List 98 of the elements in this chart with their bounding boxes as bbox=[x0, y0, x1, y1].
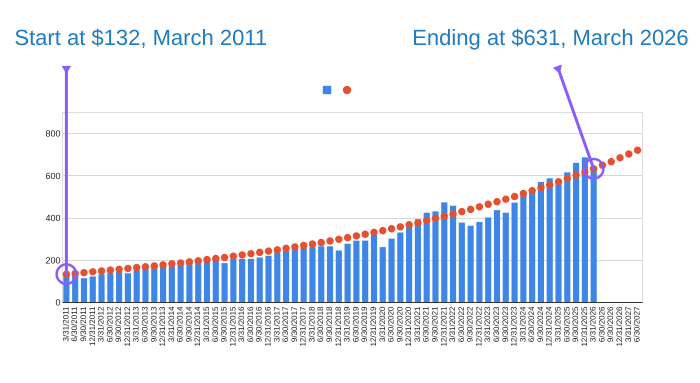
x-tick-label: 9/30/2012 bbox=[114, 306, 124, 342]
bar bbox=[502, 212, 509, 302]
annotation: Ending at $631, March 2026 bbox=[412, 25, 689, 50]
bar bbox=[546, 178, 553, 302]
x-tick-label: 9/30/2018 bbox=[325, 306, 334, 342]
x-tick-label: 3/31/2027 bbox=[624, 306, 633, 342]
x-tick-label: 6/30/2013 bbox=[140, 306, 150, 342]
x-tick-label: 12/31/2021 bbox=[439, 306, 448, 347]
y-tick-label: 400 bbox=[45, 213, 60, 224]
x-tick-label: 3/31/2013 bbox=[132, 306, 141, 342]
x-tick-label: 6/30/2015 bbox=[210, 306, 220, 342]
bar bbox=[424, 212, 430, 302]
x-tick-label: 3/31/2025 bbox=[554, 306, 563, 342]
bar bbox=[441, 202, 448, 302]
x-tick-label: 3/31/2026 bbox=[588, 306, 598, 342]
x-tick-label: 6/30/2011 bbox=[70, 306, 80, 342]
x-tick-label: 9/30/2025 bbox=[571, 306, 580, 342]
x-tick-label: 9/30/2015 bbox=[220, 306, 229, 342]
x-tick-label: 3/31/2012 bbox=[96, 306, 106, 342]
x-tick-label: 3/31/2015 bbox=[202, 306, 211, 342]
x-tick-label: 6/30/2020 bbox=[386, 306, 396, 342]
bar bbox=[450, 206, 456, 302]
x-tick-label: 12/31/2015 bbox=[228, 306, 238, 347]
x-tick-label: 12/31/2013 bbox=[158, 306, 168, 347]
x-tick-label: 12/31/2024 bbox=[544, 306, 554, 347]
x-tick-label: 3/31/2017 bbox=[272, 306, 282, 342]
x-tick-label: 6/30/2022 bbox=[456, 306, 466, 342]
x-tick-label: 6/30/2017 bbox=[281, 306, 290, 342]
x-tick-label: 12/31/2022 bbox=[474, 306, 484, 347]
x-tick-label: 12/31/2014 bbox=[193, 306, 202, 347]
bar bbox=[582, 157, 588, 302]
bar bbox=[388, 238, 395, 302]
x-tick-label: 9/30/2017 bbox=[290, 306, 299, 342]
x-tick-label: 12/31/2016 bbox=[264, 306, 273, 347]
bar bbox=[414, 219, 421, 302]
x-tick-label: 12/31/2012 bbox=[122, 306, 132, 347]
bar bbox=[222, 263, 228, 302]
x-tick-label: 12/31/2019 bbox=[368, 306, 378, 347]
bar bbox=[458, 222, 465, 302]
x-tick-label: 9/30/2021 bbox=[430, 306, 440, 342]
bar bbox=[380, 247, 386, 302]
bar bbox=[362, 240, 368, 302]
bar bbox=[564, 172, 570, 302]
x-tick-label: 6/30/2026 bbox=[597, 306, 606, 342]
y-tick-label: 200 bbox=[45, 255, 60, 266]
x-tick-label: 6/30/2018 bbox=[316, 306, 326, 342]
x-tick-label: 12/31/2023 bbox=[510, 306, 519, 347]
y-tick-label: 800 bbox=[45, 128, 60, 139]
x-tick-label: 9/30/2022 bbox=[466, 306, 475, 342]
bar bbox=[538, 182, 544, 302]
x-tick-label: 12/31/2017 bbox=[298, 306, 308, 347]
x-tick-label: 12/31/2020 bbox=[404, 306, 414, 347]
bar bbox=[432, 211, 439, 302]
x-tick-label: 3/31/2014 bbox=[166, 306, 176, 342]
bar bbox=[397, 232, 404, 302]
bar bbox=[494, 210, 500, 302]
x-tick-label: 3/31/2019 bbox=[342, 306, 352, 342]
x-tick-label: 6/30/2025 bbox=[562, 306, 572, 342]
x-tick-label: 3/31/2022 bbox=[448, 306, 458, 342]
bar bbox=[80, 278, 88, 302]
x-tick-label: 3/31/2018 bbox=[307, 306, 316, 342]
annotation: Start at $132, March 2011 bbox=[14, 25, 268, 50]
bar bbox=[344, 244, 351, 302]
x-tick-label: 3/31/2016 bbox=[237, 306, 246, 342]
bar bbox=[476, 222, 482, 302]
bar bbox=[336, 250, 342, 302]
x-tick-label: 9/30/2014 bbox=[184, 306, 194, 342]
x-tick-label: 12/31/2025 bbox=[580, 306, 589, 347]
y-tick-label: 600 bbox=[45, 170, 60, 181]
x-tick-label: 6/30/2024 bbox=[527, 306, 536, 342]
bar bbox=[468, 226, 474, 302]
x-tick-label: 6/30/2023 bbox=[492, 306, 501, 342]
x-tick-label: 9/30/2011 bbox=[78, 306, 88, 342]
bar bbox=[485, 218, 492, 302]
x-tick-label: 3/31/2020 bbox=[378, 306, 387, 342]
x-tick-label: 12/31/2018 bbox=[334, 306, 343, 347]
x-tick-label: 6/30/2019 bbox=[351, 306, 360, 342]
x-tick-label: 3/31/2011 bbox=[61, 306, 70, 342]
x-tick-label: 3/31/2024 bbox=[518, 306, 528, 342]
y-tick-label: 0 bbox=[55, 298, 60, 308]
x-tick-label: 6/30/2014 bbox=[176, 306, 185, 342]
x-tick-label: 12/31/2026 bbox=[615, 306, 624, 347]
bar bbox=[512, 202, 518, 302]
x-tick-label: 9/30/2023 bbox=[500, 306, 510, 342]
x-tick-label: 6/30/2012 bbox=[105, 306, 114, 342]
x-tick-label: 6/30/2016 bbox=[246, 306, 255, 342]
x-tick-label: 6/30/2027 bbox=[632, 306, 642, 342]
bar bbox=[573, 162, 580, 302]
x-tick-label: 9/30/2013 bbox=[149, 306, 158, 342]
x-tick-label: 3/31/2023 bbox=[483, 306, 492, 342]
x-tick-label: 9/30/2016 bbox=[254, 306, 264, 342]
x-tick-label: 3/31/2021 bbox=[412, 306, 422, 342]
x-tick-label: 9/30/2019 bbox=[360, 306, 370, 342]
x-tick-label: 9/30/2024 bbox=[536, 306, 545, 342]
x-tick-label: 9/30/2026 bbox=[606, 306, 616, 342]
x-tick-label: 9/30/2020 bbox=[395, 306, 404, 342]
x-tick-label: 12/31/2011 bbox=[88, 306, 97, 346]
x-tick-label: 6/30/2021 bbox=[422, 306, 431, 342]
